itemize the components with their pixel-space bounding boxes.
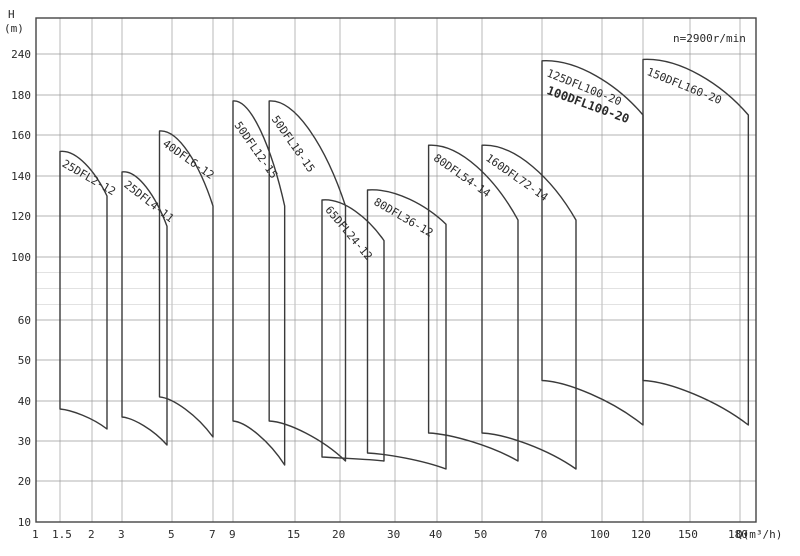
- grid: [35, 18, 756, 523]
- x-tick-label: 3: [118, 528, 125, 541]
- series-outline: [232, 100, 286, 466]
- y-tick-label: 30: [18, 435, 31, 448]
- x-tick-label: 5: [168, 528, 175, 541]
- y-tick-label: 20: [18, 475, 31, 488]
- series-outline: [481, 144, 577, 470]
- x-axis-label: Q(m³/h): [736, 528, 782, 541]
- y-tick-label: 10: [18, 516, 31, 529]
- x-tick-label: 120: [631, 528, 651, 541]
- series-outline: [427, 144, 519, 462]
- x-tick-label: 30: [387, 528, 400, 541]
- series-outline: [158, 130, 214, 438]
- x-tick-label: 7: [209, 528, 216, 541]
- series-outline: [642, 58, 750, 426]
- x-tick-label: 15: [287, 528, 300, 541]
- series-outline: [59, 150, 108, 430]
- y-tick-label: 180: [11, 89, 31, 102]
- series-outline: [268, 100, 347, 462]
- x-tick-label: 70: [534, 528, 547, 541]
- y-axis-label-unit: (m): [4, 22, 24, 35]
- y-tick-label: 40: [18, 395, 31, 408]
- x-tick-label: 40: [429, 528, 442, 541]
- series-outline: [366, 189, 447, 470]
- x-tick-label: 180: [728, 528, 748, 541]
- x-tick-label: 100: [590, 528, 610, 541]
- y-tick-label: 100: [11, 251, 31, 264]
- x-tick-label: 1.5: [52, 528, 72, 541]
- series-outline: [121, 171, 168, 446]
- y-tick-label: 140: [11, 170, 31, 183]
- y-tick-label: 120: [11, 210, 31, 223]
- y-tick-label: 50: [18, 354, 31, 367]
- y-tick-label: 240: [11, 48, 31, 61]
- series-outline: [321, 199, 385, 462]
- speed-note: n=2900r/min: [673, 32, 746, 45]
- plot-frame: [35, 17, 757, 523]
- x-tick-label: 20: [332, 528, 345, 541]
- x-tick-label: 150: [678, 528, 698, 541]
- axis-layer: 1 1.5 2 3 5 7 9 15 20 30 40 50 70 100 120 150 180 240 180 1…: [11, 48, 748, 541]
- x-tick-label: 50: [474, 528, 487, 541]
- y-axis-label-h: H: [8, 8, 15, 21]
- x-tick-label: 1: [32, 528, 39, 541]
- y-tick-label: 60: [18, 314, 31, 327]
- x-tick-label: 9: [229, 528, 236, 541]
- x-tick-label: 2: [88, 528, 95, 541]
- y-tick-label: 160: [11, 129, 31, 142]
